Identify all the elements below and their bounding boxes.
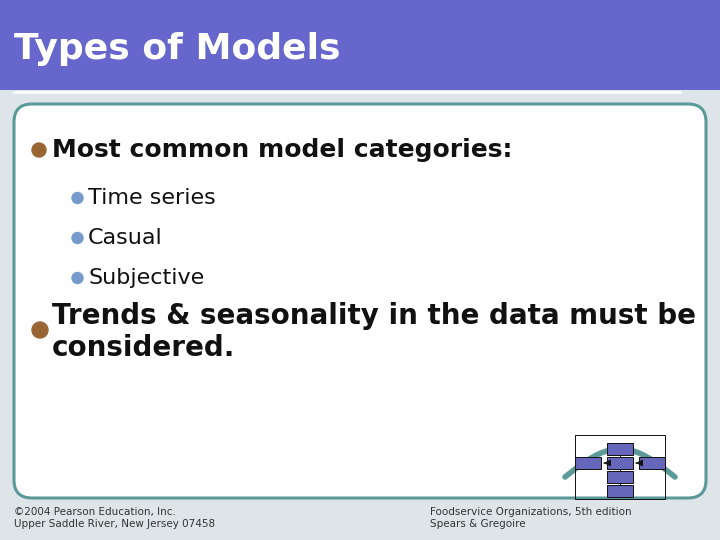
Text: Trends & seasonality in the data must be: Trends & seasonality in the data must be (52, 302, 696, 330)
Text: Upper Saddle River, New Jersey 07458: Upper Saddle River, New Jersey 07458 (14, 519, 215, 529)
Text: Most common model categories:: Most common model categories: (52, 138, 513, 162)
Text: Types of Models: Types of Models (14, 32, 341, 66)
Text: Subjective: Subjective (88, 268, 204, 288)
Text: Casual: Casual (88, 228, 163, 248)
FancyBboxPatch shape (639, 457, 665, 469)
FancyBboxPatch shape (14, 104, 706, 498)
FancyBboxPatch shape (607, 485, 633, 497)
Circle shape (72, 273, 83, 284)
Text: ©2004 Pearson Education, Inc.: ©2004 Pearson Education, Inc. (14, 507, 176, 517)
Text: Time series: Time series (88, 188, 216, 208)
Circle shape (32, 143, 46, 157)
FancyBboxPatch shape (607, 443, 633, 455)
FancyBboxPatch shape (607, 471, 633, 483)
Text: Spears & Gregoire: Spears & Gregoire (430, 519, 526, 529)
FancyBboxPatch shape (0, 0, 720, 90)
Circle shape (32, 322, 48, 338)
Text: Foodservice Organizations, 5th edition: Foodservice Organizations, 5th edition (430, 507, 631, 517)
FancyBboxPatch shape (607, 457, 633, 469)
FancyBboxPatch shape (575, 457, 601, 469)
Circle shape (72, 192, 83, 204)
Circle shape (72, 233, 83, 244)
Text: considered.: considered. (52, 334, 235, 362)
